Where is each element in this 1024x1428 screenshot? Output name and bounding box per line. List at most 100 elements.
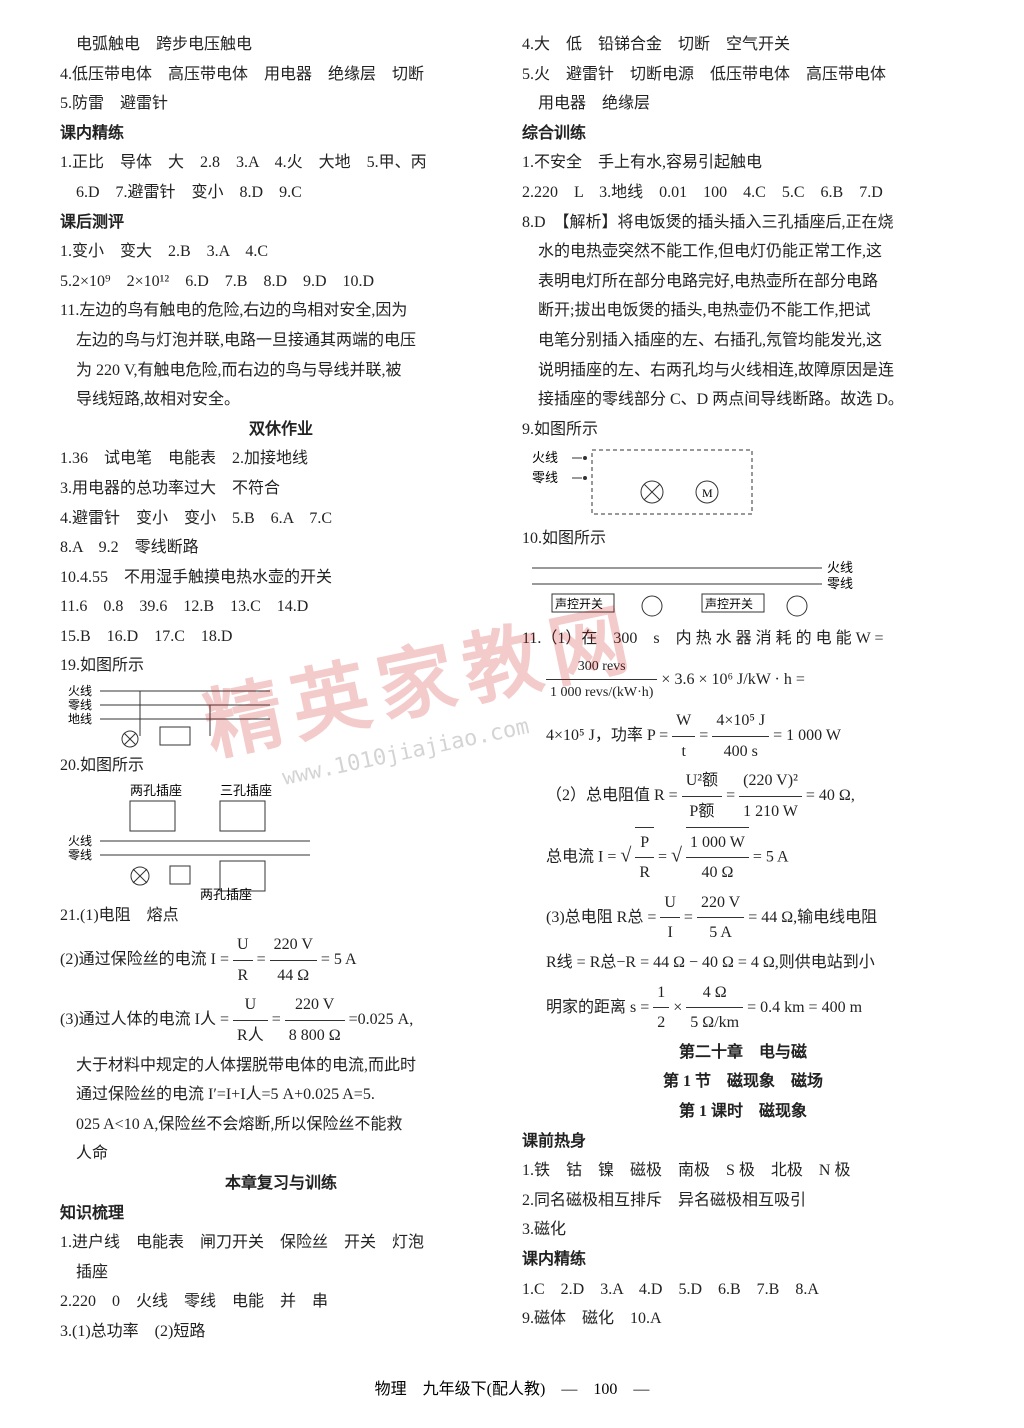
formula-prefix: (3)通过人体的电流 I人 = [60,1011,229,1028]
text-line: 4.低压带电体 高压带电体 用电器 绝缘层 切断 [60,60,502,90]
section-heading: 课内精练 [60,119,502,149]
frac-den: 40 Ω [686,858,749,888]
frac-den: R [233,961,253,991]
text-line: 15.B 16.D 17.C 18.D [60,622,502,652]
text-line: 6.D 7.避雷针 变小 8.D 9.C [60,178,502,208]
text-line: 3.磁化 [522,1215,964,1245]
formula-prefix: (2)通过保险丝的电流 I = [60,951,229,968]
frac-den: 44 Ω [270,961,317,991]
diagram-9: 火线 零线 M [522,444,964,524]
formula-result: = 40 Ω, [806,787,855,804]
text-line: 3.用电器的总功率过大 不符合 [60,474,502,504]
text-line: 11.左边的鸟有触电的危险,右边的鸟相对安全,因为 [60,296,502,326]
frac-den: 1 210 W [739,797,802,827]
right-column: 4.大 低 铅锑合金 切断 空气开关 5.火 避雷针 切断电源 低压带电体 高压… [522,30,964,1347]
text-line: 1.铁 钴 镍 磁极 南极 S 极 北极 N 极 [522,1156,964,1186]
frac-num: 220 V [285,990,345,1021]
section-heading: 知识梳理 [60,1199,502,1229]
text-line: 电弧触电 跨步电压触电 [60,30,502,60]
formula-prefix: 总电流 I = [546,848,616,865]
frac-num: 220 V [270,930,317,961]
text-line: 水的电热壶突然不能工作,但电灯仍能正常工作,这 [522,237,964,267]
text-line: 5.防雷 避雷针 [60,89,502,119]
text-line: 导线短路,故相对安全。 [60,385,502,415]
eq: = [684,909,693,926]
formula-line: (3)总电阻 R总 = U I = 220 V 5 A = 44 Ω,输电线电阻 [522,888,964,948]
eq: = [699,727,708,744]
text-line: 4.大 低 铅锑合金 切断 空气开关 [522,30,964,60]
frac-num: P [635,828,654,859]
frac-num: U [233,990,268,1021]
text-line: 5.2×10⁹ 2×10¹² 6.D 7.B 8.D 9.D 10.D [60,267,502,297]
label: 三孔插座 [220,783,272,798]
label: 两孔插座 [200,887,252,901]
frac-den: R人 [233,1021,268,1051]
formula-result: = 1 000 W [773,727,841,744]
text-line: 1.不安全 手上有水,容易引起触电 [522,148,964,178]
text-line: 表明电灯所在部分电路完好,电热壶所在部分电路 [522,267,964,297]
frac-num: 4 Ω [686,978,743,1009]
text-line: 通过保险丝的电流 I′=I+I人=5 A+0.025 A=5. [60,1080,502,1110]
section-heading: 本章复习与训练 [60,1169,502,1199]
formula-result: × 3.6 × 10⁶ J/kW · h = [661,671,804,688]
frac-den: 8 800 Ω [285,1021,345,1051]
text-line: 5.火 避雷针 切断电源 低压带电体 高压带电体 [522,60,964,90]
text-line: 025 A<10 A,保险丝不会熔断,所以保险丝不能救 [60,1110,502,1140]
formula-result: = 0.4 km = 400 m [747,998,862,1015]
text-line: 断开;拔出电饭煲的插头,电热壶仍不能工作,把试 [522,296,964,326]
frac-num: (220 V)² [739,766,802,797]
text-line: 左边的鸟与灯泡并联,电路一旦接通其两端的电压 [60,326,502,356]
label: 零线 [68,848,92,862]
frac-den: I [660,918,680,948]
formula-result: =0.025 A, [349,1011,414,1028]
text-line: 插座 [60,1258,502,1288]
text-line: 1.正比 导体 大 2.8 3.A 4.火 大地 5.甲、丙 [60,148,502,178]
label: 火线 [532,450,558,465]
section-heading: 课后测评 [60,208,502,238]
frac-den: 5 Ω/km [686,1008,743,1038]
eq: = [658,848,667,865]
frac-num: U [660,888,680,919]
text-line: 用电器 绝缘层 [522,89,964,119]
text-line: 4.避雷针 变小 变小 5.B 6.A 7.C [60,504,502,534]
circuit-diagram-icon: 火线 零线 M [522,444,762,524]
formula-line: 明家的距离 s = 1 2 × 4 Ω 5 Ω/km = 0.4 km = 40… [522,978,964,1038]
formula-line: (3)通过人体的电流 I人 = U R人 = 220 V 8 800 Ω =0.… [60,990,502,1050]
formula-line: 总电流 I = √ P R = √ 1 000 W 40 Ω = 5 A [522,827,964,888]
text-line: 21.(1)电阻 熔点 [60,901,502,931]
formula-prefix: 明家的距离 s = [546,998,649,1015]
eq: = [272,1011,281,1028]
text-line: 2.220 L 3.地线 0.01 100 4.C 5.C 6.B 7.D [522,178,964,208]
text-line: 8.D 【解析】将电饭煲的插头插入三孔插座后,正在烧 [522,208,964,238]
eq: = [726,787,735,804]
frac-den: t [672,737,695,767]
page: 电弧触电 跨步电压触电 4.低压带电体 高压带电体 用电器 绝缘层 切断 5.防… [0,0,1024,1367]
diagram-20: 两孔插座 三孔插座 火线 零线 两孔插座 [60,781,502,901]
section-heading: 课内精练 [522,1245,964,1275]
section-heading: 双休作业 [60,415,502,445]
text-line: 人命 [60,1139,502,1169]
text-line: 说明插座的左、右两孔均与火线相连,故障原因是连 [522,356,964,386]
text-line: 2.220 0 火线 零线 电能 并 串 [60,1287,502,1317]
diagram-19: 火线 零线 地线 [60,681,502,751]
text-line: 为 220 V,有触电危险,而右边的鸟与导线并联,被 [60,356,502,386]
text-line: 20.如图所示 [60,751,502,781]
text-line: 8.A 9.2 零线断路 [60,533,502,563]
label: 火线 [68,834,92,848]
text-line: 大于材料中规定的人体摆脱带电体的电流,而此时 [60,1051,502,1081]
text-line: 11.（1）在 300 s 内 热 水 器 消 耗 的 电 能 W = [522,624,964,654]
text-line: 11.6 0.8 39.6 12.B 13.C 14.D [60,592,502,622]
text-line: 1.进户线 电能表 闸刀开关 保险丝 开关 灯泡 [60,1228,502,1258]
diagram-10: 火线 零线 声控开关 声控开关 [522,554,964,624]
frac-den: 1 000 revs/(kW·h) [546,680,657,706]
frac-den: 400 s [712,737,769,767]
times: × [673,998,682,1015]
motor-label: M [702,486,713,500]
frac-num: 1 000 W [686,828,749,859]
text-line: 9.磁体 磁化 10.A [522,1304,964,1334]
text-line: 3.(1)总功率 (2)短路 [60,1317,502,1347]
frac-num: 220 V [697,888,744,919]
circuit-diagram-icon: 火线 零线 地线 [60,681,280,751]
text-line: 1.C 2.D 3.A 4.D 5.D 6.B 7.B 8.A [522,1275,964,1305]
label: 两孔插座 [130,783,182,798]
